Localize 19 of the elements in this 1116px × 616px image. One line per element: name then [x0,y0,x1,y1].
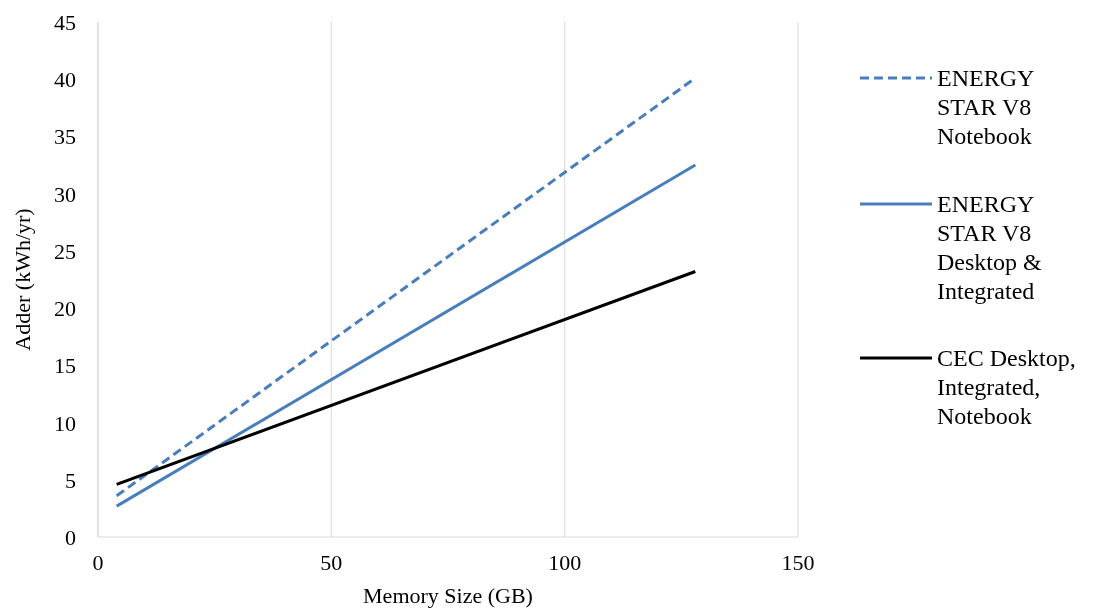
y-tick-label: 10 [54,410,76,436]
x-axis-title: Memory Size (GB) [363,583,533,608]
y-tick-label: 35 [54,124,76,150]
x-tick-label: 150 [781,550,815,575]
y-tick-label: 5 [65,467,76,493]
x-tick-label: 0 [92,550,104,575]
legend-label: ENERGY STAR V8 Notebook [937,65,1035,149]
y-tick-label: 25 [54,238,76,264]
y-tick-label: 20 [54,296,76,322]
legend-label: ENERGY STAR V8 Desktop & Integrated [937,191,1042,304]
y-tick-label: 30 [54,181,76,207]
y-tick-label: 0 [65,525,76,550]
x-tick-label: 50 [320,550,343,575]
x-tick-label: 100 [548,550,582,575]
y-tick-label: 45 [54,10,76,35]
y-tick-label: 40 [54,67,76,93]
y-tick-label: 15 [54,353,76,379]
y-axis-title: Adder (kWh/yr) [10,208,35,351]
legend-label: CEC Desktop, Integrated, Notebook [937,345,1076,429]
